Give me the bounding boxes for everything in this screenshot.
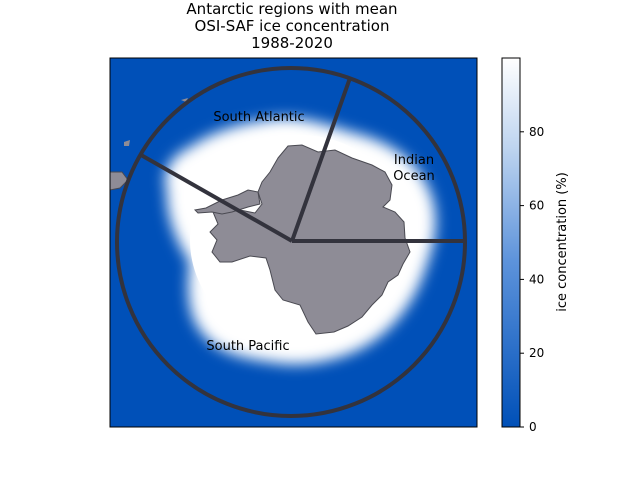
colorbar-tick-label: 60	[529, 199, 544, 213]
boundary-line-atlantic-indian	[290, 77, 352, 242]
title-line-3: 1988-2020	[251, 34, 333, 52]
title-line-2: OSI-SAF ice concentration	[195, 17, 390, 35]
colorbar-tick-label: 40	[529, 272, 544, 286]
region-label-south-atlantic: South Atlantic	[213, 110, 304, 125]
map-panel: South Atlantic Indian Ocean South Pacifi…	[110, 58, 477, 427]
colorbar-tick-label: 80	[529, 125, 544, 139]
boundary-line-pacific-atlantic	[140, 153, 293, 243]
colorbar-tick-label: 20	[529, 346, 544, 360]
south-america-tip	[110, 171, 129, 191]
colorbar-ticks: 0 20 40 60 80	[520, 125, 544, 434]
region-label-indian-ocean-line-2: Ocean	[393, 169, 435, 184]
title-line-1: Antarctic regions with mean	[186, 0, 397, 18]
region-label-south-pacific: South Pacific	[206, 339, 289, 354]
colorbar: 0 20 40 60 80 ice concentration (%)	[501, 57, 570, 434]
falkland-islands	[124, 140, 130, 146]
figure-title: Antarctic regions with mean OSI-SAF ice …	[186, 0, 397, 52]
colorbar-gradient	[501, 57, 521, 428]
colorbar-label: ice concentration (%)	[555, 172, 570, 312]
region-label-indian-ocean-line-1: Indian	[394, 153, 434, 168]
map-frame	[109, 57, 478, 428]
colorbar-tick-label: 0	[529, 420, 537, 434]
region-boundaries	[115, 66, 467, 418]
